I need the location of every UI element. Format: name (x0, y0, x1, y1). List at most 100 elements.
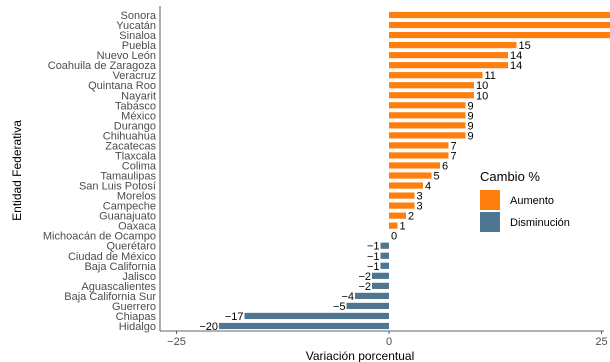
value-label-baja-california: −1 (367, 261, 380, 273)
bar-guanajuato (389, 212, 406, 219)
y-tick-label-quintana-roo: Quintana Roo (88, 80, 156, 92)
value-label-nayarit: 10 (476, 90, 488, 102)
bar-aguascalientes (372, 282, 389, 289)
bar-chihuahua (389, 132, 466, 139)
bar-queretaro (380, 242, 389, 249)
legend-label-disminucion: Disminución (510, 217, 570, 229)
value-label-jalisco: −2 (358, 271, 371, 283)
y-tick-label-baja-california-sur: Baja California Sur (64, 291, 156, 303)
bar-veracruz (389, 72, 483, 79)
value-label-michoacan-de-ocampo: 0 (391, 231, 397, 243)
legend-label-aumento: Aumento (510, 195, 554, 207)
value-label-tamaulipas: 5 (434, 171, 440, 183)
value-label-campeche: 3 (417, 201, 423, 213)
y-tick-label-durango: Durango (114, 120, 156, 132)
bars-layer (219, 11, 610, 330)
y-tick-label-chihuahua: Chihuahua (103, 130, 157, 142)
y-tick-label-morelos: Morelos (117, 191, 157, 203)
value-label-san-luis-potosi: 4 (425, 181, 431, 193)
bar-yucatan (389, 21, 610, 29)
y-tick-label-veracruz: Veracruz (113, 70, 156, 82)
y-tick-label-guerrero: Guerrero (112, 301, 156, 313)
value-label-guerrero: −5 (333, 301, 346, 313)
y-tick-label-michoacan-de-ocampo: Michoacán de Ocampo (43, 231, 156, 243)
value-label-veracruz: 11 (485, 70, 496, 82)
bar-sonora (389, 11, 610, 19)
value-label-nuevo-leon: 14 (510, 50, 522, 62)
value-label-ciudad-de-mexico: −1 (367, 251, 380, 263)
y-tick-label-puebla: Puebla (122, 40, 157, 52)
value-label-zacatecas: 7 (451, 140, 457, 152)
y-tick-label-tabasco: Tabasco (115, 100, 156, 112)
bar-campeche (389, 202, 415, 209)
value-label-aguascalientes: −2 (358, 281, 371, 293)
bar-baja-california (380, 262, 389, 269)
y-tick-label-san-luis-potosi: San Luis Potosí (79, 181, 156, 193)
y-tick-label-coahuila-de-zaragoza: Coahuila de Zaragoza (48, 60, 157, 72)
x-tick-label: 25 (595, 336, 607, 348)
value-label-queretaro: −1 (367, 241, 380, 253)
y-tick-label-nuevo-leon: Nuevo León (97, 50, 156, 62)
value-label-colima: 6 (442, 160, 448, 172)
x-tick-label: −25 (167, 336, 186, 348)
value-label-chiapas: −17 (225, 311, 244, 323)
value-label-hidalgo: −20 (199, 321, 218, 333)
bar-nayarit (389, 92, 474, 99)
value-label-oaxaca: 1 (400, 221, 406, 233)
value-label-morelos: 3 (417, 191, 423, 203)
y-tick-label-tlaxcala: Tlaxcala (115, 150, 157, 162)
y-tick-label-guanajuato: Guanajuato (99, 211, 156, 223)
bar-morelos (389, 192, 415, 199)
value-label-durango: 9 (468, 120, 474, 132)
value-label-puebla: 15 (519, 40, 531, 52)
bar-jalisco (372, 272, 389, 279)
y-tick-label-tamaulipas: Tamaulipas (100, 171, 156, 183)
y-tick-label-queretaro: Querétaro (106, 241, 156, 253)
bar-guerrero (346, 302, 389, 310)
y-tick-label-yucatan: Yucatán (116, 20, 156, 32)
x-tick-label: 0 (386, 336, 392, 348)
y-tick-label-mexico: México (121, 110, 156, 122)
bar-hidalgo (219, 322, 389, 330)
bar-san-luis-potosi (389, 182, 423, 189)
y-tick-label-campeche: Campeche (103, 201, 156, 213)
x-axis-title: Variación porcentual (306, 349, 415, 362)
bar-tabasco (389, 102, 466, 109)
y-tick-label-zacatecas: Zacatecas (105, 140, 156, 152)
legend-title: Cambio % (480, 169, 540, 184)
bar-nuevo-leon (389, 52, 508, 59)
bar-sinaloa (389, 31, 610, 39)
legend-swatch-disminucion (480, 212, 500, 232)
bar-oaxaca (389, 222, 398, 229)
value-label-tabasco: 9 (468, 100, 474, 112)
bar-durango (389, 122, 466, 129)
y-tick-label-chiapas: Chiapas (116, 311, 157, 323)
bar-chiapas (244, 312, 389, 320)
bar-tlaxcala (389, 152, 449, 159)
value-labels-layer: 49382815141411101099997765433210−1−1−1−2… (199, 40, 531, 333)
y-tick-label-sonora: Sonora (121, 10, 157, 22)
y-tick-label-aguascalientes: Aguascalientes (81, 281, 156, 293)
y-tick-label-baja-california: Baja California (84, 261, 156, 273)
y-tick-label-colima: Colima (122, 160, 157, 172)
bar-mexico (389, 112, 466, 119)
bar-zacatecas (389, 142, 449, 149)
bar-tamaulipas (389, 172, 432, 179)
legend: Cambio % Aumento Disminución (480, 169, 570, 232)
legend-swatch-aumento (480, 190, 500, 210)
bar-coahuila-de-zaragoza (389, 62, 508, 69)
x-ticks-layer: −50−2502550 (167, 331, 608, 348)
bar-colima (389, 162, 440, 169)
value-label-baja-california-sur: −4 (341, 291, 354, 303)
value-label-chihuahua: 9 (468, 130, 474, 142)
bar-puebla (389, 42, 517, 49)
value-label-coahuila-de-zaragoza: 14 (510, 60, 522, 72)
y-axis-title: Entidad Federativa (10, 120, 24, 221)
y-tick-label-oaxaca: Oaxaca (118, 221, 157, 233)
value-label-tlaxcala: 7 (451, 150, 457, 162)
y-tick-label-ciudad-de-mexico: Ciudad de México (68, 251, 156, 263)
y-tick-label-jalisco: Jalisco (122, 271, 156, 283)
value-label-guanajuato: 2 (408, 211, 414, 223)
